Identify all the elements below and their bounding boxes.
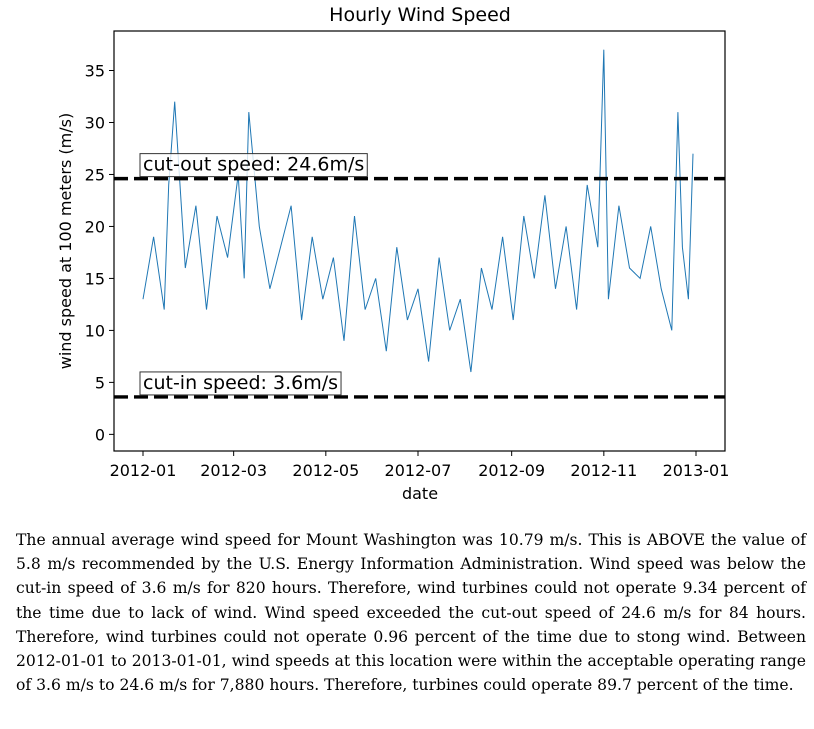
x-tick-label: 2013-01 [663, 461, 730, 480]
reference-label-box-0 [139, 153, 368, 178]
y-tick-label: 20 [85, 217, 105, 236]
x-tick-label: 2012-09 [478, 461, 545, 480]
y-tick-label: 0 [95, 425, 105, 444]
chart-title: Hourly Wind Speed [329, 4, 511, 26]
y-tick-label: 25 [85, 165, 105, 184]
x-tick-label: 2012-11 [570, 461, 637, 480]
wind-speed-chart: Hourly Wind Speed cut-out speed: 24.6m/s… [56, 4, 730, 503]
x-axis: 2012-01 2012-03 2012-05 2012-07 2012-09 2012-… [110, 451, 730, 480]
plot-area: cut-out speed: 24.6m/s cut-in speed: 3.6m… [113, 30, 726, 452]
y-axis: 0 5 10 15 20 25 30 35 [85, 62, 114, 444]
x-tick-label: 2012-01 [110, 461, 177, 480]
y-tick-label: 30 [85, 113, 105, 132]
analysis-paragraph: The annual average wind speed for Mount … [16, 531, 806, 695]
y-tick-label: 10 [85, 321, 105, 340]
y-tick-label: 5 [95, 373, 105, 392]
reference-label-0: cut-out speed: 24.6m/s [143, 154, 364, 176]
x-axis-label: date [402, 484, 438, 503]
wind-speed-series-line [142, 49, 694, 373]
y-tick-label: 15 [85, 269, 105, 288]
y-tick-label: 35 [85, 62, 105, 81]
reference-lines [114, 176, 725, 399]
x-tick-label: 2012-07 [385, 461, 452, 480]
x-tick-label: 2012-05 [292, 461, 359, 480]
x-tick-label: 2012-03 [200, 461, 267, 480]
reference-labels: cut-out speed: 24.6m/s cut-in speed: 3.6m… [139, 153, 368, 396]
reference-label-1: cut-in speed: 3.6m/s [143, 372, 338, 394]
reference-label-box-1 [139, 371, 342, 396]
y-axis-label: wind speed at 100 meters (m/s) [56, 113, 75, 369]
